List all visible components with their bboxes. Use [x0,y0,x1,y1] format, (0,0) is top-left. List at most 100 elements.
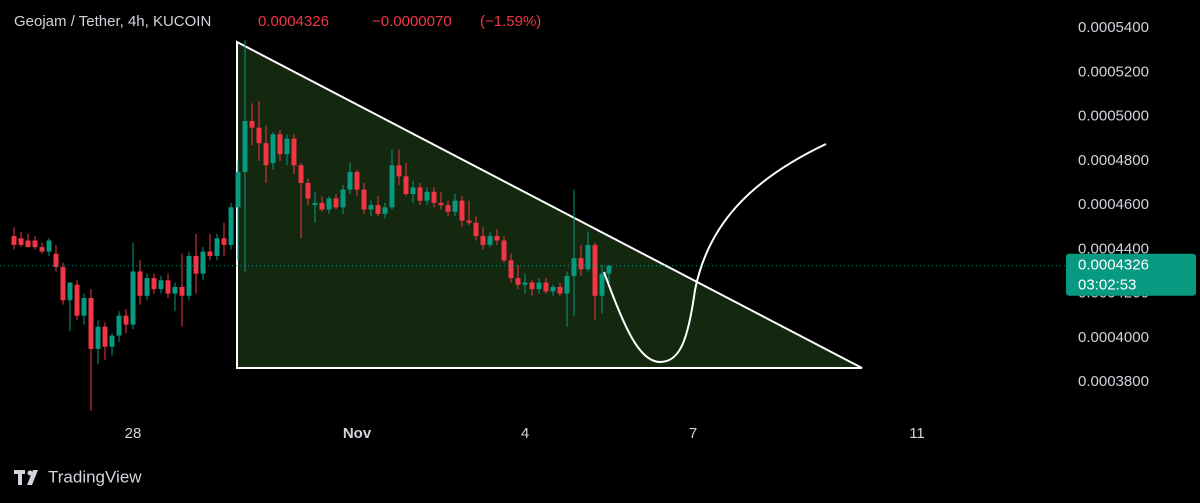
candle-body [466,220,472,223]
candle-body [347,171,353,190]
candle-body [53,253,59,268]
candle-body [81,298,87,316]
countdown-label: 03:02:53 [1078,277,1136,294]
candle-body [102,326,108,347]
candle-body [200,251,206,274]
y-tick-label: 0.0005400 [1078,19,1149,36]
candle-body [25,240,31,248]
candle-body [235,171,241,208]
candle-body [263,143,269,166]
candle-body [18,238,24,245]
candle-body [137,271,143,296]
candle-body [543,282,549,292]
candle-body [396,165,402,177]
candle-body [340,189,346,208]
y-tick-label: 0.0004400 [1078,240,1149,257]
header-change-pct: (−1.59%) [480,13,541,30]
candle-body [361,189,367,210]
x-tick-label: 4 [521,425,529,442]
candle-body [221,238,227,245]
candle-body [515,278,521,285]
candle-body [179,286,185,296]
header-change: −0.0000070 [372,13,452,30]
candle-body [207,251,213,256]
y-tick-label: 0.0004800 [1078,152,1149,169]
candle-body [354,171,360,190]
candle-body [431,191,437,203]
last-price-box [1066,253,1196,296]
candle-body [606,265,612,274]
y-tick-label: 0.0005000 [1078,108,1149,125]
candle-body [158,280,164,290]
candle-body [564,275,570,294]
candle-body [445,205,451,212]
candle-body [256,127,262,144]
brand-logo [14,470,38,485]
candle-body [487,236,493,245]
candle-body [536,282,542,290]
projection-curve [603,143,827,364]
x-tick-label: 7 [689,425,697,442]
candle-body [151,278,157,290]
candle-body [312,202,318,206]
candle-body [11,236,17,245]
candle-body [473,222,479,237]
candle-body [501,240,507,261]
plot [11,40,612,411]
x-tick-label: 28 [125,425,142,442]
candle-body [95,326,101,349]
candle-body [249,121,255,128]
candle-body [88,298,94,349]
candle-body [228,207,234,245]
candle-body [305,182,311,199]
candle-body [284,138,290,155]
candle-body [382,207,388,214]
candle-body [557,286,563,294]
candle-body [452,200,458,212]
candle-body [592,244,598,296]
candle-body [67,282,73,301]
candle-body [599,273,605,296]
candle-body [60,267,66,301]
y-tick-label: 0.0004600 [1078,196,1149,213]
candle-body [39,247,45,252]
candle-body [130,271,136,325]
y-tick-label: 0.0003800 [1078,373,1149,390]
header-price: 0.0004326 [258,13,329,30]
brand: TradingView [48,467,142,486]
candle-body [424,191,430,201]
candle-body [298,165,304,183]
candle-body [585,244,591,270]
candle-body [389,165,395,208]
candle-body [270,134,276,164]
candle-body [116,315,122,336]
candle-body [193,255,199,274]
x-tick-label: Nov [343,425,372,442]
y-tick-label: 0.0004000 [1078,329,1149,346]
candle-body [214,238,220,256]
candle-body [172,286,178,294]
candle-body [529,282,535,290]
candle-body [291,138,297,166]
candle-body [319,202,325,210]
candle-body [550,286,556,292]
candle-body [109,335,115,347]
candle-body [165,280,171,294]
y-tick-label: 0.0005200 [1078,63,1149,80]
candle-body [508,260,514,279]
candle-body [123,315,129,325]
candle-body [578,258,584,270]
candle-body [46,240,52,252]
candle-body [522,282,528,285]
candle-body [333,198,339,208]
chart-title: Geojam / Tether, 4h, KUCOIN [14,13,211,30]
candle-body [410,187,416,195]
candle-body [144,278,150,296]
candle-body [368,205,374,210]
candle-body [494,236,500,241]
candle-body [186,255,192,296]
candle-body [277,134,283,155]
candle-body [571,258,577,276]
x-tick-label: 11 [909,425,925,442]
